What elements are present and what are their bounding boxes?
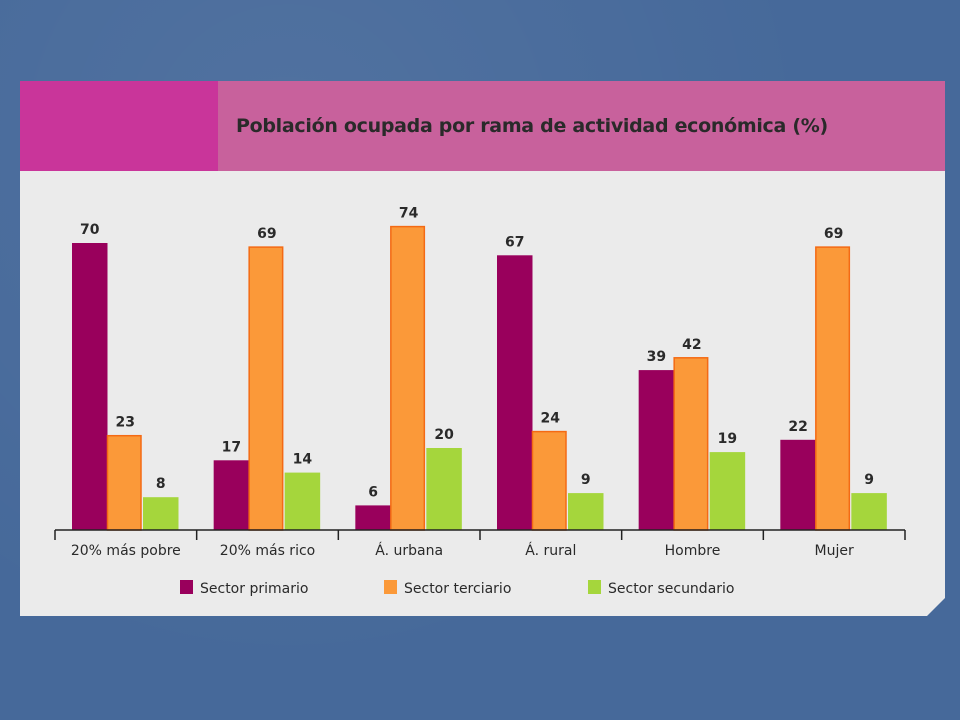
bar-value-label: 22 [788, 419, 807, 435]
category-label: Hombre [665, 543, 721, 559]
bar-value-label: 6 [368, 484, 378, 500]
legend-label: Sector terciario [404, 581, 511, 597]
bar-value-label: 67 [505, 234, 524, 250]
bar-value-label: 9 [581, 472, 591, 488]
bar-value-label: 8 [156, 476, 166, 492]
category-label: Á. rural [525, 542, 576, 559]
bar-sector-terciario [106, 434, 142, 531]
bar-value-label: 39 [647, 349, 666, 365]
bar-sector-primario [638, 370, 675, 530]
bar-value-label: 17 [222, 439, 241, 455]
bar-value-label: 24 [541, 411, 561, 427]
bar-sector-terciario [531, 430, 567, 531]
bar-value-label: 69 [257, 226, 276, 242]
bar-sector-secundario [851, 493, 887, 530]
category-label: Á. urbana [375, 542, 443, 559]
chart-title: Población ocupada por rama de actividad … [236, 115, 828, 137]
bar-sector-primario [213, 460, 250, 530]
legend-swatch [180, 580, 193, 594]
category-label: Mujer [815, 543, 854, 559]
bar-sector-terciario [673, 357, 709, 531]
bar-value-label: 23 [116, 415, 135, 431]
category-label: 20% más rico [220, 543, 315, 559]
legend-swatch [384, 580, 397, 594]
legend-label: Sector primario [200, 581, 308, 597]
bar-sector-terciario [815, 246, 851, 531]
bar-sector-terciario [390, 225, 426, 531]
bar-sector-secundario [143, 497, 179, 530]
bar-sector-secundario [709, 452, 746, 530]
bar-sector-primario [355, 505, 391, 530]
bar-value-label: 42 [682, 337, 701, 353]
page-curl-corner [927, 598, 945, 616]
bar-value-label: 74 [399, 206, 419, 222]
legend-swatch [588, 580, 601, 594]
bar-sector-primario [497, 255, 533, 531]
bar-sector-primario [72, 243, 108, 530]
bar-sector-terciario [248, 246, 284, 531]
legend-label: Sector secundario [608, 581, 735, 597]
bar-value-label: 14 [293, 452, 313, 468]
bar-value-label: 70 [80, 222, 100, 238]
bar-value-label: 20 [434, 427, 454, 443]
bar-sector-secundario [568, 493, 604, 530]
category-label: 20% más pobre [71, 543, 181, 559]
bar-sector-secundario [284, 472, 321, 530]
bar-sector-secundario [426, 448, 462, 530]
title-accent-block [20, 81, 218, 171]
bar-sector-primario [780, 439, 816, 530]
bar-value-label: 19 [718, 431, 737, 447]
bar-value-label: 9 [864, 472, 874, 488]
title-band: Población ocupada por rama de actividad … [20, 81, 945, 171]
bar-value-label: 69 [824, 226, 843, 242]
